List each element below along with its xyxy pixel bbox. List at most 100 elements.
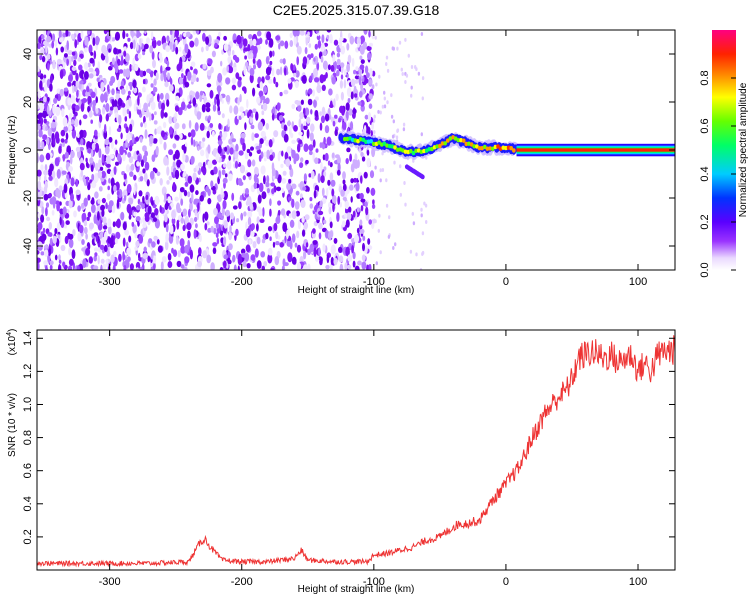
signal-core-cell: [385, 143, 389, 148]
spectrogram-noise-cell: [354, 79, 359, 84]
spectrogram-noise-cell: [272, 241, 276, 248]
spectrogram-noise-cell: [135, 261, 141, 270]
spectrogram-noise-cell: [323, 171, 327, 177]
signal-core-cell: [361, 137, 366, 142]
spectrogram-noise-cell: [184, 256, 190, 264]
spectrogram-noise-cell: [195, 223, 198, 229]
spectrogram-noise-cell: [290, 132, 294, 139]
spectrogram-noise-cell: [240, 112, 245, 119]
spectrogram-noise-cell: [292, 64, 296, 71]
spectrogram-noise-cell: [217, 87, 221, 97]
spectrogram-noise-cell: [242, 38, 248, 47]
signal-core-cell: [358, 137, 363, 142]
spectrogram-noise-cell: [174, 196, 179, 202]
spectrogram-noise-cell: [351, 57, 355, 67]
spectrogram-noise-cell: [317, 40, 322, 49]
spectrogram-noise-cell: [71, 119, 75, 125]
spectrogram-noise-cell: [231, 138, 237, 143]
y-tick-label: -20: [22, 190, 34, 206]
spectrogram-noise-cell: [226, 160, 232, 170]
spectrogram-noise-cell: [407, 53, 410, 58]
spectrogram-noise-cell: [102, 216, 107, 224]
spectrogram-noise-cell: [72, 229, 76, 237]
spectrogram-noise-cell: [238, 115, 242, 121]
spectrogram-noise-cell: [122, 107, 127, 117]
spectrogram-noise-cell: [303, 124, 308, 130]
spectrogram-noise-cell: [165, 233, 170, 243]
spectrogram-noise-cell: [123, 264, 127, 270]
spectrogram-noise-cell: [83, 71, 89, 80]
spectrogram-noise-cell: [271, 67, 275, 77]
spectrogram-noise-cell: [159, 136, 163, 145]
spectrogram-noise-cell: [201, 166, 204, 173]
spectrogram-noise-cell: [100, 258, 105, 264]
spectrogram-noise-cell: [128, 214, 132, 220]
spectrogram-noise-cell: [97, 132, 101, 138]
spectrogram-noise-cell: [269, 149, 273, 154]
spectrogram-noise-cell: [130, 163, 135, 171]
spectrogram-noise-cell: [105, 54, 109, 64]
spectrogram-noise-cell: [180, 245, 186, 254]
spectrogram-noise-cell: [228, 173, 233, 182]
spectrogram-noise-cell: [177, 107, 183, 116]
spectrogram-noise-cell: [97, 198, 101, 204]
spectrogram-noise-cell: [122, 189, 128, 198]
spectrogram-noise-cell: [233, 264, 237, 270]
spectrogram-noise-cell: [91, 142, 96, 151]
spectrogram-noise-cell: [136, 267, 139, 270]
spectrogram-noise-cell: [88, 73, 94, 79]
spectrogram-noise-cell: [167, 72, 171, 81]
spectrogram-noise-cell: [60, 129, 66, 137]
spectrogram-noise-cell: [80, 138, 84, 146]
spectrogram-noise-cell: [326, 254, 330, 264]
spectrogram-noise-cell: [249, 117, 254, 124]
spectrogram-noise-cell: [318, 210, 324, 216]
spectrogram-noise-cell: [187, 191, 191, 198]
spectrogram-noise-cell: [321, 34, 325, 44]
y-tick-label: 20: [22, 96, 34, 108]
spectrogram-noise-cell: [184, 43, 189, 54]
spectrogram-noise-cell: [275, 231, 279, 240]
spectrogram-noise-cell: [260, 251, 266, 258]
spectrogram-noise-cell: [114, 112, 119, 118]
spectrogram-noise-cell: [170, 202, 174, 208]
spectrogram-noise-cell: [245, 228, 251, 238]
spectrogram-noise-cell: [208, 115, 211, 121]
spectrogram-noise-cell: [252, 38, 257, 46]
spectrogram-noise-cell: [229, 105, 233, 114]
spectrogram-noise-cell: [155, 72, 159, 81]
spectrogram-noise-cell: [222, 199, 227, 210]
spectrogram-noise-cell: [48, 192, 52, 198]
spectrogram-noise-cell: [37, 71, 41, 76]
spectrogram-noise-cell: [37, 169, 42, 177]
spectrogram-noise-cell: [70, 193, 74, 202]
spectrogram-noise-cell: [266, 187, 270, 194]
spectrogram-noise-cell: [101, 237, 107, 245]
spectrogram-noise-cell: [144, 129, 148, 139]
spectrogram-noise-cell: [246, 99, 249, 109]
spectrogram-noise-cell: [336, 70, 340, 77]
spectrogram-noise-cell: [80, 169, 84, 178]
spectrogram-noise-cell: [196, 77, 199, 82]
spectrogram-noise-cell: [43, 74, 47, 79]
spectrogram-noise-cell: [421, 96, 424, 101]
spectrogram-noise-cell: [117, 97, 123, 107]
spectrogram-noise-cell: [254, 133, 259, 139]
spectrogram-noise-cell: [266, 175, 270, 184]
spectrogram-noise-cell: [307, 263, 311, 270]
figure-title: C2E5.2025.315.07.39.G18: [273, 2, 440, 18]
signal-core-cell: [438, 143, 442, 149]
spectrogram-noise-cell: [223, 254, 229, 260]
spectrogram-noise-cell: [83, 226, 88, 235]
spectrogram-noise-cell: [139, 175, 144, 182]
spectrogram-noise-cell: [293, 36, 297, 46]
spectrogram-noise-cell: [144, 43, 149, 50]
spectrogram-noise-cell: [309, 244, 315, 253]
spectrogram-noise-cell: [222, 163, 227, 168]
spectrogram-noise-cell: [279, 40, 285, 47]
spectrogram-noise-cell: [85, 157, 88, 163]
spectrogram-noise-cell: [138, 170, 143, 177]
spectrogram-noise-cell: [110, 170, 115, 177]
spectrogram-noise-cell: [379, 178, 382, 183]
spectrogram-noise-cell: [215, 94, 220, 100]
